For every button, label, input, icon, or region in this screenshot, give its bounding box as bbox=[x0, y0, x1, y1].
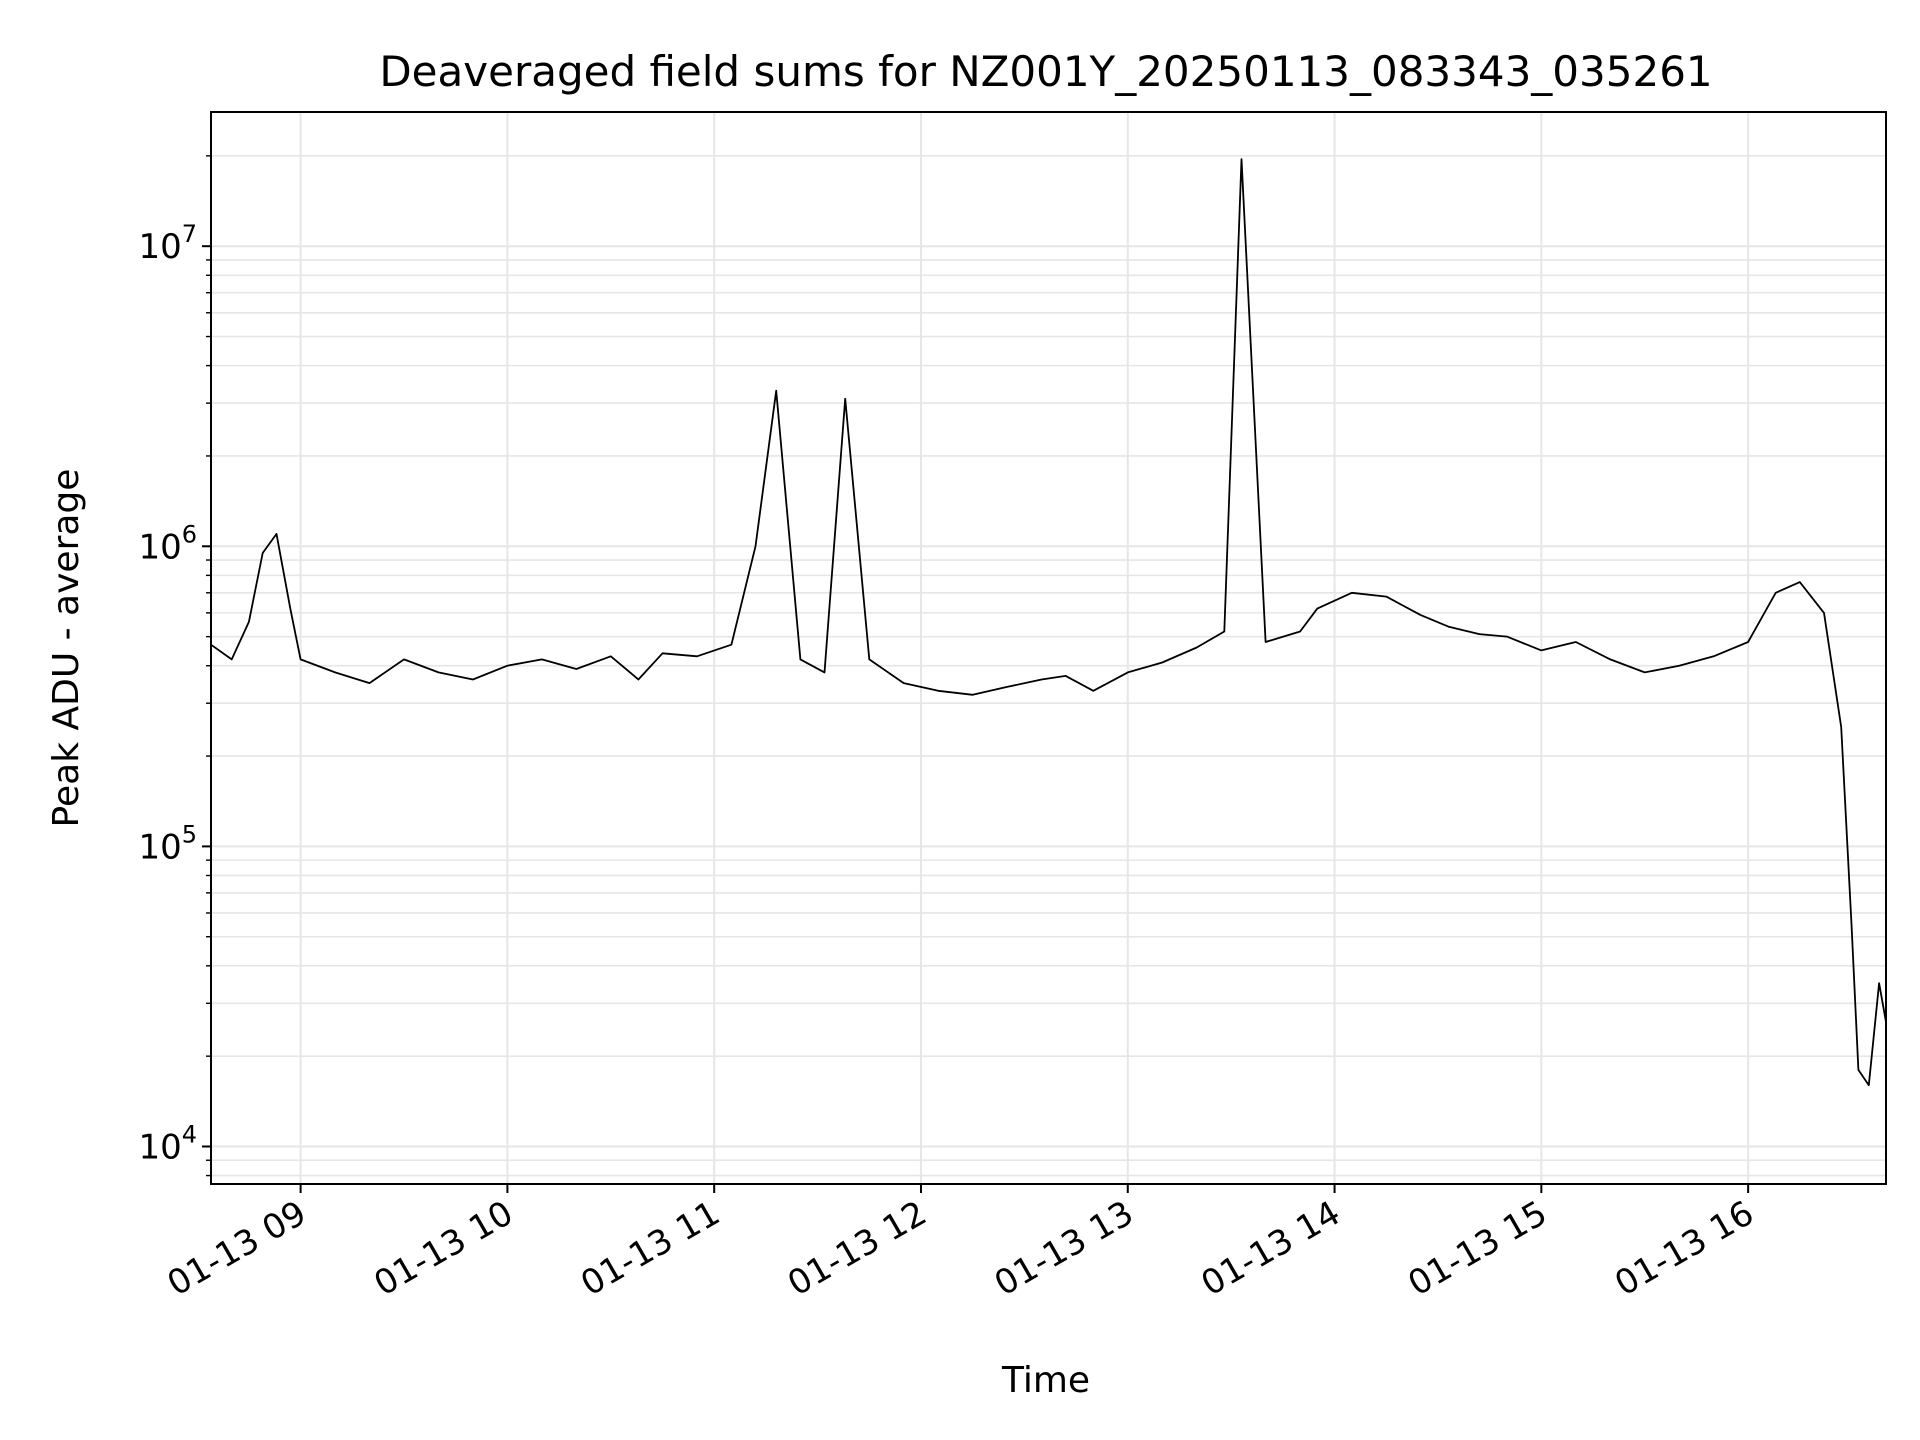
y-tick-label-base: 10 bbox=[138, 1128, 181, 1168]
y-tick-label-exponent: 6 bbox=[182, 520, 197, 548]
y-tick-label: 104 bbox=[138, 1121, 197, 1168]
y-tick-label: 105 bbox=[138, 820, 197, 867]
y-tick-label-exponent: 4 bbox=[182, 1121, 197, 1149]
y-tick-label-exponent: 5 bbox=[182, 820, 197, 848]
y-tick-label: 107 bbox=[138, 220, 197, 267]
y-tick-label-base: 10 bbox=[138, 227, 181, 267]
y-axis-label: Peak ADU - average bbox=[46, 469, 87, 828]
y-tick-label-exponent: 7 bbox=[182, 220, 197, 248]
chart-title: Deaveraged field sums for NZ001Y_2025011… bbox=[379, 47, 1712, 96]
series-line bbox=[210, 158, 1887, 1087]
x-axis-label: Time bbox=[1001, 1360, 1090, 1401]
y-tick-label-base: 10 bbox=[138, 827, 181, 867]
y-tick-label: 106 bbox=[138, 520, 197, 567]
data-layer bbox=[210, 158, 1887, 1087]
grid-layer bbox=[211, 112, 1886, 1184]
plot-frame bbox=[210, 111, 1887, 1185]
y-tick-label-base: 10 bbox=[138, 527, 181, 567]
